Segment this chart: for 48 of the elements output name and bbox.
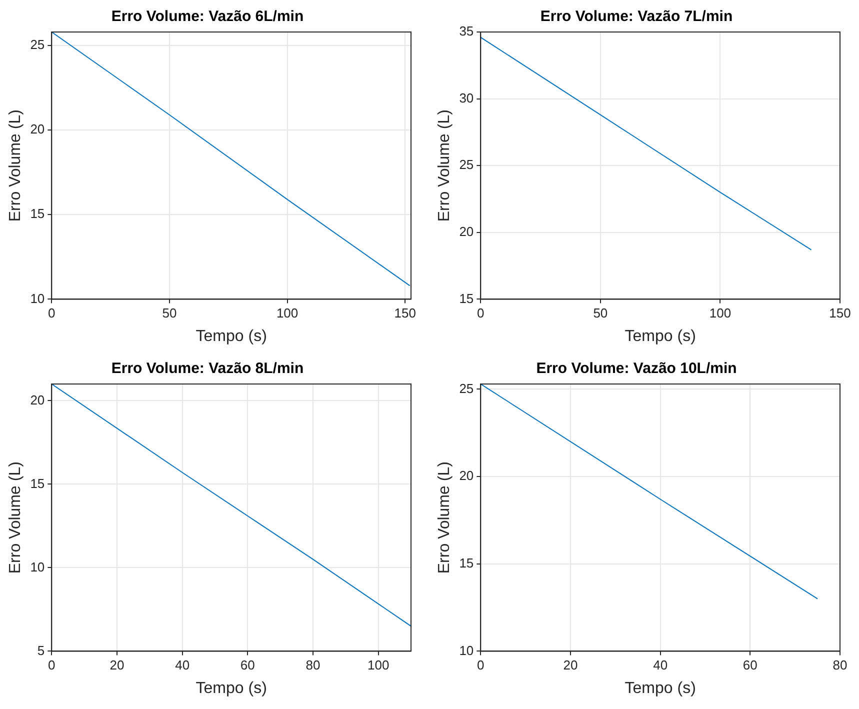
- x-axis-title: Tempo (s): [624, 328, 696, 345]
- x-tick-label: 50: [162, 306, 177, 321]
- x-tick-label: 150: [829, 306, 851, 321]
- y-tick-label: 30: [459, 90, 474, 106]
- chart-title: Erro Volume: Vazão 6L/min: [111, 8, 304, 26]
- y-tick-label: 15: [459, 290, 474, 306]
- x-axis-title: Tempo (s): [624, 680, 696, 697]
- x-tick-label: 100: [709, 306, 732, 321]
- y-tick-label: 15: [30, 206, 45, 222]
- y-tick-label: 20: [30, 122, 45, 137]
- y-tick-label: 20: [30, 392, 45, 408]
- chart-title: Erro Volume: Vazão 7L/min: [540, 8, 733, 26]
- x-tick-label: 0: [477, 306, 484, 321]
- y-tick-label: 25: [30, 37, 45, 52]
- x-tick-label: 20: [110, 658, 124, 673]
- chart-title: Erro Volume: Vazão 8L/min: [111, 360, 304, 378]
- y-axis-title: Erro Volume (L): [7, 462, 24, 574]
- y-tick-label: 20: [459, 224, 474, 239]
- x-tick-label: 150: [394, 306, 416, 321]
- y-axis-title: Erro Volume (L): [436, 462, 454, 574]
- y-axis-title: Erro Volume (L): [7, 110, 24, 222]
- x-tick-label: 100: [367, 658, 390, 673]
- y-tick-label: 10: [30, 559, 45, 574]
- x-tick-label: 80: [306, 658, 320, 673]
- y-tick-label: 25: [459, 380, 474, 396]
- x-tick-label: 0: [48, 658, 56, 673]
- y-tick-label: 15: [30, 476, 45, 491]
- y-tick-label: 25: [459, 157, 474, 172]
- y-axis-title: Erro Volume (L): [436, 110, 454, 222]
- chart-title: Erro Volume: Vazão 10L/min: [536, 360, 737, 378]
- x-tick-label: 80: [832, 658, 848, 673]
- x-tick-label: 100: [276, 306, 298, 321]
- x-axis-title: Tempo (s): [196, 680, 267, 697]
- y-tick-label: 15: [459, 555, 474, 570]
- x-tick-label: 0: [48, 306, 56, 321]
- x-tick-label: 60: [240, 658, 255, 673]
- y-tick-label: 10: [459, 642, 474, 658]
- x-tick-label: 60: [742, 658, 758, 673]
- y-tick-label: 10: [30, 290, 45, 306]
- x-axis-title: Tempo (s): [196, 328, 267, 345]
- y-tick-label: 35: [459, 24, 474, 39]
- x-tick-label: 40: [653, 658, 668, 673]
- x-tick-label: 20: [563, 658, 578, 673]
- x-tick-label: 0: [477, 658, 484, 673]
- y-tick-label: 20: [459, 468, 474, 484]
- y-tick-label: 5: [37, 642, 45, 658]
- x-tick-label: 50: [593, 306, 608, 321]
- x-tick-label: 40: [175, 658, 190, 673]
